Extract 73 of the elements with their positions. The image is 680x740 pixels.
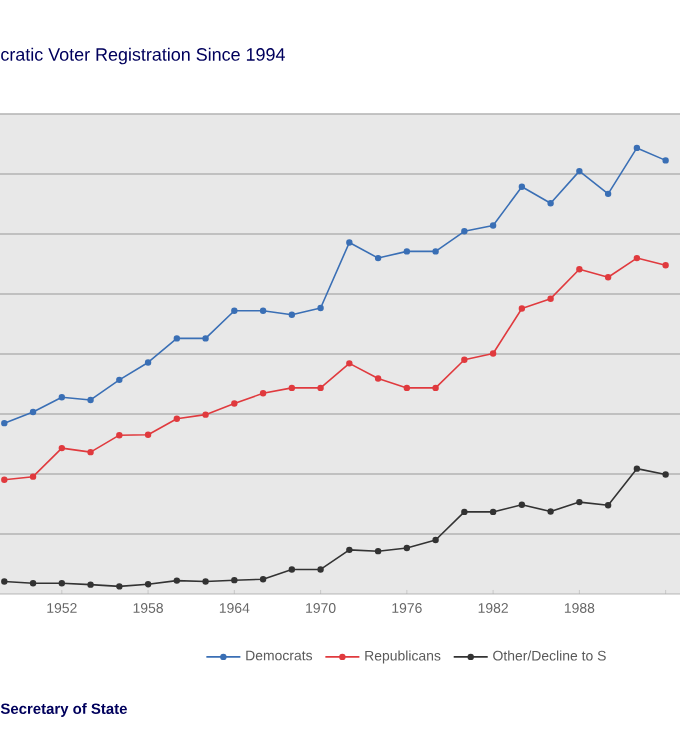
point [576,498,583,506]
point [58,444,66,452]
point [1,419,8,427]
point [259,307,267,314]
point [576,266,583,273]
point [374,254,382,262]
point [1,578,8,585]
point [662,157,669,164]
point [403,248,411,255]
point [489,222,497,229]
point [374,547,382,555]
point [116,431,123,439]
point [29,408,37,416]
point [58,580,66,587]
point [144,359,152,366]
point [461,356,468,363]
point [144,431,152,438]
point [29,473,37,480]
point [461,508,468,516]
point [432,536,439,544]
point [432,248,439,255]
point [29,580,37,587]
point [317,566,324,573]
point [633,465,641,472]
point [633,144,641,152]
point [403,384,411,392]
point [489,350,497,357]
point [518,501,526,508]
point [1,476,8,483]
point [87,396,94,404]
point [288,384,296,392]
point [576,167,583,175]
point [116,583,123,590]
point [202,411,209,418]
point [346,239,353,246]
point [87,448,94,456]
point [202,335,209,342]
point [259,576,267,583]
point [489,508,497,516]
point [116,376,123,384]
point [547,295,554,302]
point [317,384,324,392]
point [662,262,669,269]
point [231,307,238,314]
point [403,544,411,552]
point [87,581,94,588]
point [259,390,267,397]
point [288,566,296,573]
point [604,502,612,509]
point [461,228,468,235]
point [518,183,526,190]
chart-title: cratic Voter Registration Since 1994 [1,47,285,65]
point [346,546,353,554]
point [173,415,181,422]
point [547,200,554,207]
point [604,190,612,198]
point [202,578,209,585]
point [231,400,238,407]
point [288,311,296,318]
point [231,576,238,584]
point [547,508,554,515]
point [432,384,439,392]
point [662,471,669,478]
point [317,304,324,312]
point [346,360,353,367]
point [58,394,66,401]
point [518,305,526,312]
point [173,577,181,584]
point [173,335,181,342]
point [374,375,382,382]
point [144,580,152,588]
point [604,274,612,281]
point [633,254,641,262]
